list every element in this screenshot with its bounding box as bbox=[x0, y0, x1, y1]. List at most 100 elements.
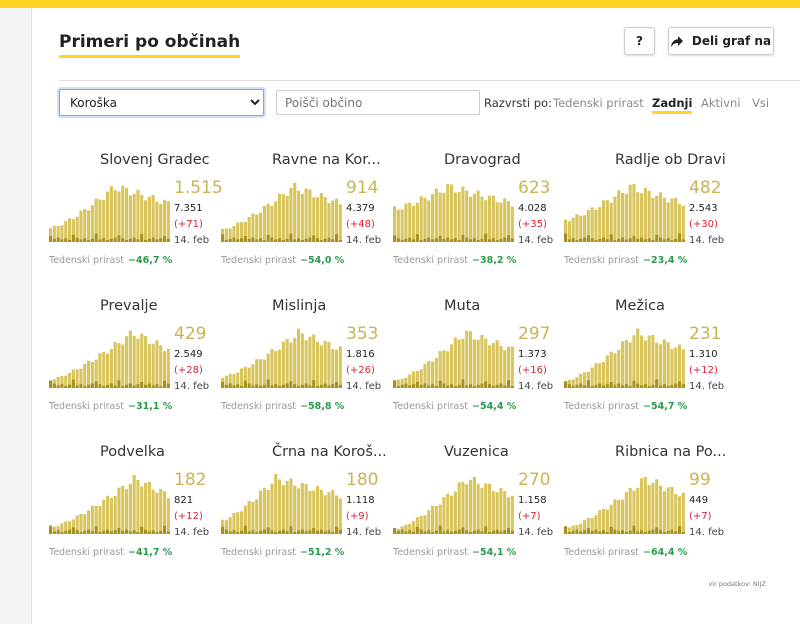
weekly-trend-label: Tedenski prirast bbox=[564, 255, 640, 266]
bar-new-cases bbox=[469, 532, 473, 534]
weekly-trend-label: Tedenski prirast bbox=[221, 401, 297, 412]
date-label: 14. feb bbox=[518, 527, 554, 538]
bar bbox=[647, 190, 651, 242]
bar bbox=[469, 196, 473, 242]
sort-option-all[interactable]: Vsi bbox=[752, 96, 770, 110]
bar bbox=[68, 372, 72, 388]
bar bbox=[472, 476, 476, 534]
bar-new-cases bbox=[166, 531, 170, 534]
bar bbox=[419, 369, 423, 388]
bar-new-cases bbox=[304, 383, 308, 388]
header-divider bbox=[59, 80, 800, 81]
bar bbox=[438, 192, 442, 242]
bar bbox=[293, 485, 297, 534]
sort-option-weekly[interactable]: Tedenski prirast bbox=[553, 96, 644, 110]
bar-new-cases bbox=[323, 238, 327, 242]
bar bbox=[457, 339, 461, 388]
bar-new-cases bbox=[144, 384, 148, 388]
bar-new-cases bbox=[510, 386, 514, 388]
bar bbox=[144, 482, 148, 534]
bar-new-cases bbox=[586, 235, 590, 242]
bar-new-cases bbox=[247, 531, 251, 534]
municipality-name: Muta bbox=[444, 298, 481, 314]
bar-new-cases bbox=[396, 386, 400, 388]
bar-new-cases bbox=[434, 530, 438, 534]
bar-new-cases bbox=[163, 380, 167, 388]
bar bbox=[480, 334, 484, 388]
bar bbox=[412, 206, 416, 242]
bar-new-cases bbox=[453, 530, 457, 534]
bar bbox=[224, 228, 228, 242]
bar-new-cases bbox=[155, 532, 159, 534]
bar-new-cases bbox=[289, 526, 293, 534]
daily-increase-value: (+35) bbox=[518, 219, 547, 230]
bar bbox=[323, 197, 327, 242]
bar bbox=[289, 478, 293, 534]
bar bbox=[121, 344, 125, 388]
bar-new-cases bbox=[404, 531, 408, 534]
bar-new-cases bbox=[121, 386, 125, 388]
bar-new-cases bbox=[510, 238, 514, 242]
bar-new-cases bbox=[259, 238, 263, 242]
bar bbox=[469, 479, 473, 534]
weekly-trend-value: −54,1 % bbox=[472, 547, 517, 558]
bar bbox=[465, 330, 469, 388]
weekly-trend-label: Tedenski prirast bbox=[221, 547, 297, 558]
bar-new-cases bbox=[281, 529, 285, 534]
weekly-trend-value: −54,4 % bbox=[472, 401, 517, 412]
weekly-trend: Tedenski prirast −46,7 % bbox=[49, 255, 249, 266]
bar-new-cases bbox=[465, 237, 469, 242]
bar-new-cases bbox=[147, 531, 151, 534]
region-select[interactable]: Koroška bbox=[59, 89, 264, 116]
bar-new-cases bbox=[87, 384, 91, 388]
bar-new-cases bbox=[147, 383, 151, 388]
content-card: Primeri po občinah ? Deli graf na Korošk… bbox=[31, 8, 800, 624]
bar-new-cases bbox=[75, 385, 79, 388]
municipality-search-input[interactable] bbox=[276, 90, 480, 115]
bar-new-cases bbox=[270, 385, 274, 388]
bar-new-cases bbox=[125, 529, 129, 534]
help-button[interactable]: ? bbox=[624, 27, 655, 55]
bar-new-cases bbox=[117, 235, 121, 242]
bar bbox=[304, 340, 308, 388]
bar-new-cases bbox=[136, 239, 140, 242]
bar-new-cases bbox=[289, 233, 293, 242]
share-button[interactable]: Deli graf na bbox=[668, 27, 774, 55]
bar bbox=[446, 351, 450, 388]
bar-new-cases bbox=[438, 525, 442, 534]
bar-new-cases bbox=[262, 240, 266, 242]
bar-new-cases bbox=[151, 237, 155, 242]
bar bbox=[651, 482, 655, 534]
bar bbox=[79, 210, 83, 242]
sort-option-active[interactable]: Aktivni bbox=[701, 96, 741, 110]
bar bbox=[224, 520, 228, 534]
bar bbox=[621, 341, 625, 388]
bar bbox=[319, 192, 323, 242]
bar-new-cases bbox=[396, 238, 400, 242]
bar-new-cases bbox=[419, 529, 423, 534]
bar-new-cases bbox=[90, 531, 94, 534]
municipality-bar-chart bbox=[221, 182, 342, 242]
bar-new-cases bbox=[567, 239, 571, 242]
bar-new-cases bbox=[662, 239, 666, 242]
weekly-trend: Tedenski prirast −54,1 % bbox=[393, 547, 593, 558]
bar-new-cases bbox=[228, 531, 232, 534]
bar bbox=[643, 477, 647, 534]
weekly-trend-label: Tedenski prirast bbox=[49, 547, 125, 558]
bar-new-cases bbox=[49, 380, 53, 388]
bar bbox=[228, 517, 232, 534]
bar-new-cases bbox=[632, 525, 636, 534]
sort-option-latest[interactable]: Zadnji bbox=[652, 96, 693, 114]
bar bbox=[438, 351, 442, 388]
bar bbox=[64, 221, 68, 242]
bar bbox=[412, 371, 416, 388]
bar bbox=[442, 350, 446, 388]
bar-new-cases bbox=[60, 239, 64, 242]
bar-new-cases bbox=[609, 526, 613, 534]
bar-new-cases bbox=[113, 237, 117, 242]
bar bbox=[83, 209, 87, 242]
bar bbox=[274, 351, 278, 388]
bar-new-cases bbox=[331, 532, 335, 534]
bar-new-cases bbox=[636, 531, 640, 534]
bar-new-cases bbox=[583, 385, 587, 388]
